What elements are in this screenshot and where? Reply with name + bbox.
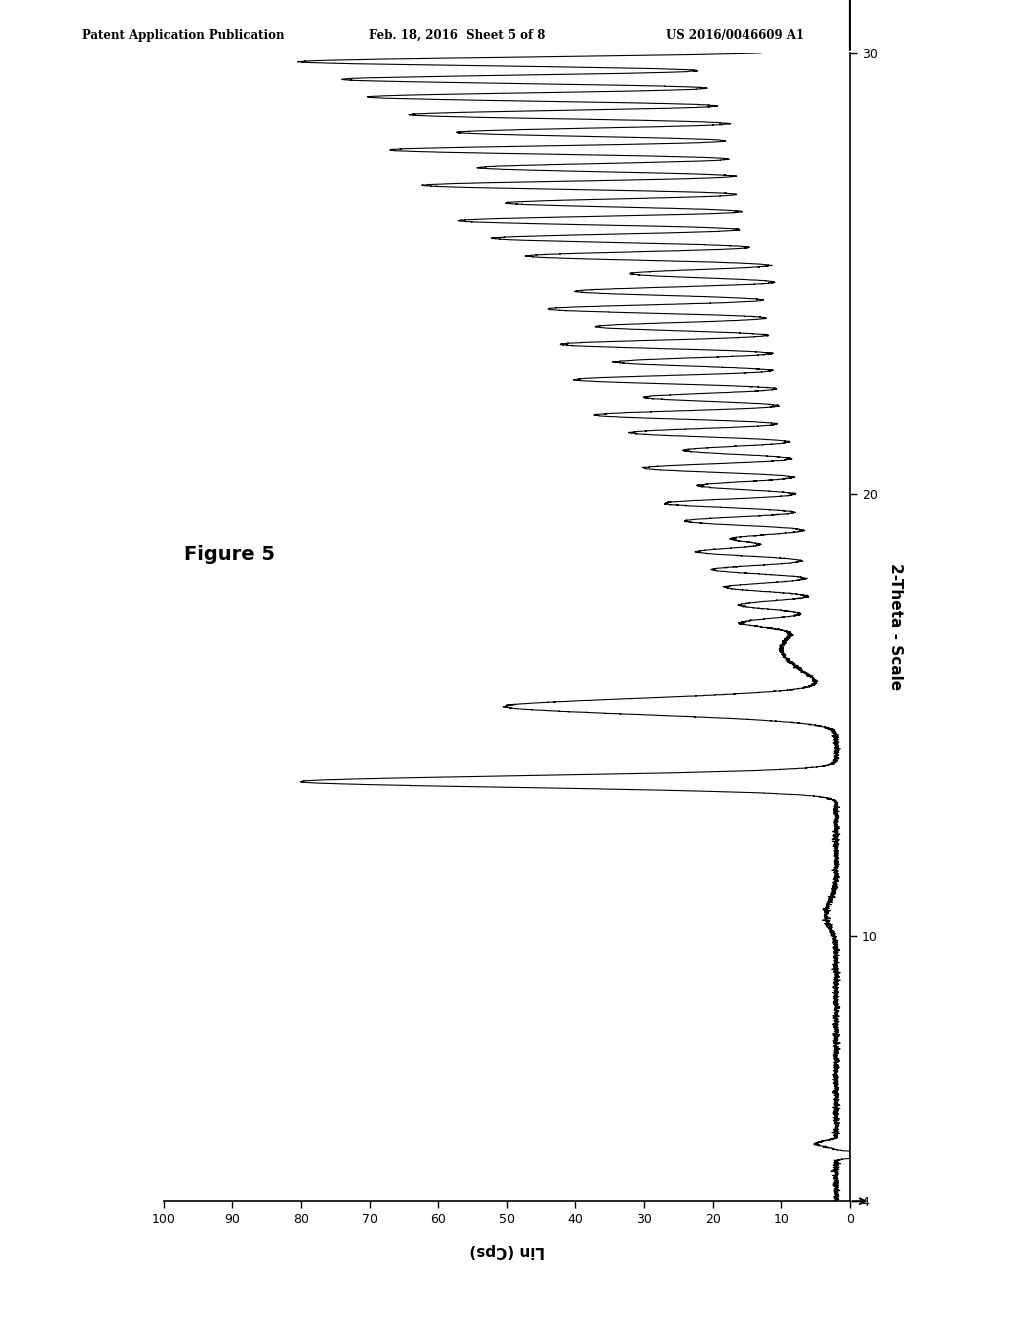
Text: Figure 5: Figure 5 — [184, 545, 275, 564]
Y-axis label: 2-Theta - Scale: 2-Theta - Scale — [888, 564, 902, 690]
Text: Patent Application Publication: Patent Application Publication — [82, 29, 285, 42]
Text: Feb. 18, 2016  Sheet 5 of 8: Feb. 18, 2016 Sheet 5 of 8 — [369, 29, 545, 42]
X-axis label: Lin (Cps): Lin (Cps) — [469, 1242, 545, 1258]
Text: US 2016/0046609 A1: US 2016/0046609 A1 — [666, 29, 804, 42]
